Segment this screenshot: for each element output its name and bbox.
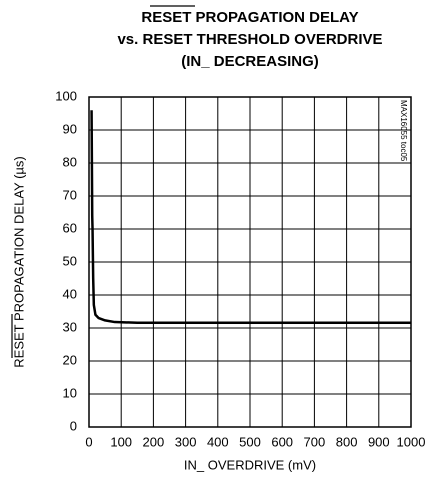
x-tick-label: 600 (271, 434, 293, 449)
chart-title-line: vs. RESET THRESHOLD OVERDRIVE (117, 31, 382, 48)
y-tick-label: 20 (63, 352, 77, 367)
x-tick-label: 300 (175, 434, 197, 449)
x-tick-label: 100 (110, 434, 132, 449)
y-axis-label: RESET PROPAGATION DELAY (µs) (11, 156, 26, 367)
x-axis-label: IN_ OVERDRIVE (mV) (184, 457, 316, 472)
chart-title-line: RESET PROPAGATION DELAY (141, 9, 358, 26)
y-tick-label: 0 (70, 418, 77, 433)
y-tick-label: 50 (63, 253, 77, 268)
y-tick-label: 100 (55, 88, 77, 103)
data-line (90, 110, 411, 324)
x-tick-label: 0 (85, 434, 92, 449)
x-tick-label: 400 (207, 434, 229, 449)
annotation: MAX16055 toc05 (399, 100, 408, 162)
chart-title-line: (IN_ DECREASING) (181, 53, 319, 70)
y-tick-label: 40 (63, 286, 77, 301)
x-tick-label: 800 (336, 434, 358, 449)
y-tick-label: 80 (63, 154, 77, 169)
y-tick-label: 90 (63, 121, 77, 136)
y-tick-label: 70 (63, 187, 77, 202)
x-tick-label: 700 (304, 434, 326, 449)
x-tick-label: 200 (143, 434, 165, 449)
y-tick-label: 10 (63, 385, 77, 400)
x-tick-label: 900 (368, 434, 390, 449)
x-tick-label: 500 (239, 434, 261, 449)
y-tick-label: 30 (63, 319, 77, 334)
x-tick-label: 1000 (397, 434, 426, 449)
y-tick-label: 60 (63, 220, 77, 235)
plot-border (88, 96, 412, 428)
